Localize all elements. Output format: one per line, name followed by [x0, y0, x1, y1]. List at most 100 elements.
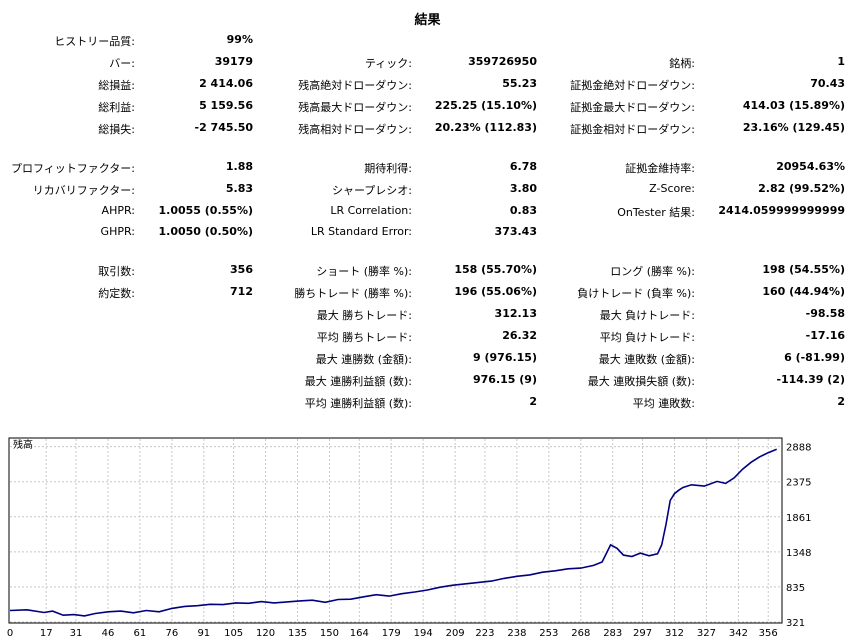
- chart-title: 残高: [13, 438, 33, 451]
- stat-value: 20.23% (112.83): [434, 121, 537, 134]
- stat-value: -2 745.50: [194, 121, 254, 134]
- x-tick-label: 194: [414, 628, 433, 639]
- x-tick-label: 31: [70, 628, 83, 639]
- y-tick-label: 835: [786, 583, 805, 594]
- stat-value: 225.25 (15.10%): [434, 99, 537, 112]
- stat-label: 平均 勝ちトレード:: [316, 331, 412, 344]
- stat-value: 5.83: [225, 182, 253, 195]
- stat-value: 70.43: [810, 77, 845, 90]
- stat-value: 39179: [214, 55, 253, 68]
- stat-label: 証拠金絶対ドローダウン:: [570, 79, 695, 92]
- stat-value: 1.0055 (0.55%): [158, 204, 254, 217]
- stat-value: 6.78: [509, 160, 537, 173]
- stat-value: 3.80: [509, 182, 537, 195]
- x-tick-label: 150: [320, 628, 339, 639]
- stat-value: 2 414.06: [199, 77, 253, 90]
- x-tick-label: 179: [382, 628, 401, 639]
- y-tick-label: 2375: [786, 478, 811, 489]
- stat-value: -17.16: [805, 329, 845, 342]
- stat-value: 712: [230, 285, 253, 298]
- stat-value: 6 (-81.99): [784, 351, 845, 364]
- x-tick-label: 105: [224, 628, 243, 639]
- stat-label: プロフィットファクター:: [10, 162, 135, 175]
- stat-value: 976.15 (9): [473, 373, 537, 386]
- x-tick-label: 253: [539, 628, 558, 639]
- balance-chart: 2888 2375 1861 1348 835 321 0 17 31 46 61 76 91 105 1…: [7, 437, 811, 639]
- stat-label: 平均 連勝利益額 (数):: [304, 397, 412, 410]
- stat-label: Z-Score:: [649, 182, 695, 195]
- stat-value: 198 (54.55%): [762, 263, 845, 276]
- stat-label: 証拠金相対ドローダウン:: [570, 123, 695, 136]
- x-tick-label: 283: [603, 628, 622, 639]
- x-tick-label: 76: [166, 628, 179, 639]
- x-tick-label: 61: [134, 628, 147, 639]
- stat-value: 2414.059999999999: [718, 204, 845, 217]
- x-tick-label: 327: [697, 628, 716, 639]
- x-tick-label: 238: [507, 628, 526, 639]
- stat-value: 356: [230, 263, 253, 276]
- stat-label: 勝ちトレード (勝率 %):: [294, 287, 412, 300]
- x-tick-label: 297: [633, 628, 652, 639]
- stat-label: シャープレシオ:: [331, 184, 412, 197]
- stat-value: -98.58: [805, 307, 845, 320]
- stat-value: 196 (55.06%): [454, 285, 537, 298]
- stat-label: 最大 連勝数 (金額):: [315, 353, 412, 366]
- stat-value: -114.39 (2): [776, 373, 845, 386]
- stat-label: リカバリファクター:: [32, 184, 135, 197]
- stat-label: 総損失:: [98, 123, 135, 136]
- stat-label: 総利益:: [98, 101, 135, 114]
- x-tick-label: 46: [102, 628, 115, 639]
- y-tick-label: 1861: [786, 513, 811, 524]
- stat-label: 残高相対ドローダウン:: [298, 123, 412, 136]
- x-tick-label: 164: [350, 628, 369, 639]
- x-tick-label: 223: [475, 628, 494, 639]
- stat-value: 158 (55.70%): [454, 263, 537, 276]
- chart-plot-area: [8, 437, 783, 624]
- stat-label: 総損益:: [98, 79, 135, 92]
- stat-label: 取引数:: [98, 265, 135, 278]
- y-tick-label: 321: [786, 618, 805, 629]
- y-tick-label: 2888: [786, 443, 811, 454]
- stat-value: 414.03 (15.89%): [742, 99, 845, 112]
- x-tick-label: 91: [197, 628, 210, 639]
- stat-value: 1.0050 (0.50%): [158, 225, 254, 238]
- stat-value: 2: [837, 395, 845, 408]
- x-tick-label: 17: [40, 628, 53, 639]
- results-title: 結果: [414, 13, 441, 28]
- y-tick-label: 1348: [786, 548, 811, 559]
- stat-label: ティック:: [364, 57, 412, 70]
- stat-value: 5 159.56: [199, 99, 253, 112]
- stat-label: 平均 負けトレード:: [599, 331, 695, 344]
- stat-label: 残高最大ドローダウン:: [298, 101, 412, 114]
- stat-value: 99%: [226, 33, 253, 46]
- stat-value: 2: [529, 395, 537, 408]
- stat-label: AHPR:: [101, 204, 135, 217]
- stat-label: 最大 連敗数 (金額):: [598, 353, 695, 366]
- stat-label: OnTester 結果:: [617, 206, 695, 219]
- stat-label: 平均 連敗数:: [632, 397, 695, 410]
- stat-value: 2.82 (99.52%): [758, 182, 845, 195]
- stat-label: 最大 連敗損失額 (数):: [587, 375, 695, 388]
- stat-label: 期待利得:: [364, 162, 412, 175]
- stat-label: 残高絶対ドローダウン:: [298, 79, 412, 92]
- stat-label: ロング (勝率 %):: [610, 265, 695, 278]
- stat-label: LR Standard Error:: [310, 225, 412, 238]
- stat-label: LR Correlation:: [330, 204, 412, 217]
- stat-label: 負けトレード (負率 %):: [577, 287, 695, 300]
- x-tick-label: 120: [256, 628, 275, 639]
- x-tick-label: 209: [446, 628, 465, 639]
- stat-label: バー:: [109, 57, 135, 70]
- x-tick-label: 268: [571, 628, 590, 639]
- stat-value: 1.88: [225, 160, 253, 173]
- x-tick-label: 356: [759, 628, 778, 639]
- stat-label: 最大 勝ちトレード:: [316, 309, 412, 322]
- x-tick-label: 0: [7, 628, 13, 639]
- stat-value: 312.13: [494, 307, 537, 320]
- stat-label: GHPR:: [100, 225, 135, 238]
- stat-label: 最大 負けトレード:: [599, 309, 695, 322]
- stat-value: 160 (44.94%): [762, 285, 845, 298]
- stat-value: 0.83: [509, 204, 537, 217]
- stat-value: 373.43: [494, 225, 537, 238]
- stat-value: 20954.63%: [776, 160, 845, 173]
- x-tick-label: 342: [729, 628, 748, 639]
